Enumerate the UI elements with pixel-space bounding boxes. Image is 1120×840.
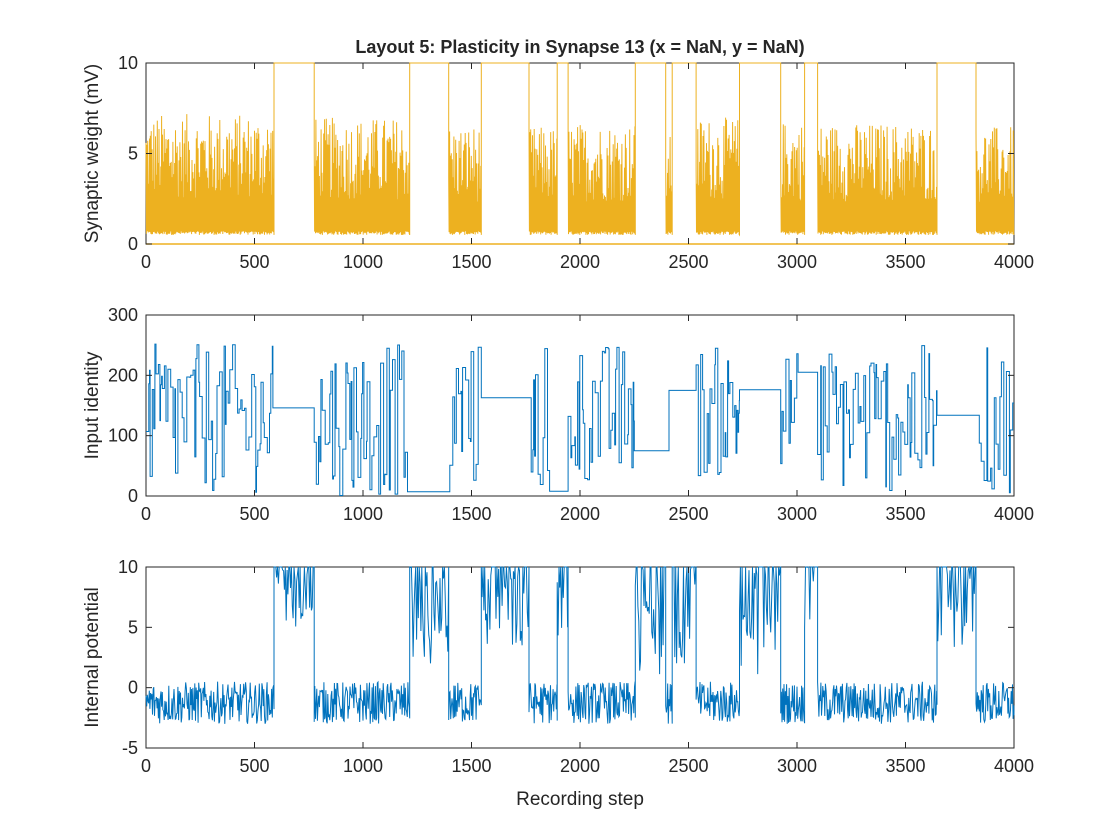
- x-tick-label: 2000: [560, 756, 600, 776]
- x-tick-label: 1500: [451, 756, 491, 776]
- y-tick-label: 5: [128, 617, 138, 637]
- y-axis-title: Synaptic weight (mV): [82, 64, 103, 244]
- x-tick-label: 4000: [994, 756, 1034, 776]
- subplot-2: 0 500 1000 1500 2000 2500 3000 3500 4000 0 100 200 3…: [82, 305, 1034, 524]
- y-tick-label: 300: [108, 305, 138, 325]
- x-tick-label: 1500: [451, 252, 491, 272]
- y-tick-label: 0: [128, 678, 138, 698]
- x-axis-title: Recording step: [516, 789, 644, 810]
- x-tick-label: 2000: [560, 252, 600, 272]
- x-tick-label: 0: [141, 504, 151, 524]
- y-tick-label: -5: [122, 738, 138, 758]
- x-tick-label: 2500: [668, 756, 708, 776]
- x-tick-label: 2500: [668, 252, 708, 272]
- x-tick-label: 1500: [451, 504, 491, 524]
- x-tick-label: 3000: [777, 504, 817, 524]
- subplot-3: 0 500 1000 1500 2000 2500 3000 3500 4000-50510In…: [82, 557, 1034, 776]
- x-tick-label: 0: [141, 252, 151, 272]
- y-tick-label: 10: [118, 53, 138, 73]
- y-tick-label: 0: [128, 486, 138, 506]
- x-tick-label: 1000: [343, 756, 383, 776]
- y-axis-title: Input identity: [82, 351, 103, 459]
- x-tick-label: 3500: [885, 756, 925, 776]
- x-tick-label: 3000: [777, 252, 817, 272]
- x-tick-label: 4000: [994, 252, 1034, 272]
- y-tick-label: 0: [128, 234, 138, 254]
- x-tick-label: 4000: [994, 504, 1034, 524]
- y-axis-title: Internal potential: [82, 587, 103, 728]
- y-tick-label: 200: [108, 365, 138, 385]
- x-tick-label: 500: [239, 756, 269, 776]
- x-tick-label: 1000: [343, 252, 383, 272]
- y-tick-label: 10: [118, 557, 138, 577]
- series-line-2: [146, 343, 1014, 496]
- y-tick-label: 5: [128, 144, 138, 164]
- series-line-3: [145, 566, 1015, 724]
- x-tick-label: 500: [239, 252, 269, 272]
- x-tick-label: 2500: [668, 504, 708, 524]
- series-line-1: [145, 62, 1015, 237]
- x-tick-label: 1000: [343, 504, 383, 524]
- x-tick-label: 3500: [885, 252, 925, 272]
- figure-title: Layout 5: Plasticity in Synapse 13 (x = …: [355, 37, 804, 57]
- subplot-panels: 0 500 1000 1500 2000 2500 3000 3500 40000510Syna…: [82, 53, 1034, 776]
- y-tick-label: 100: [108, 426, 138, 446]
- subplot-1: 0 500 1000 1500 2000 2500 3000 3500 4000 0 5 10 Syna…: [82, 53, 1034, 272]
- x-tick-label: 0: [141, 756, 151, 776]
- x-tick-label: 3000: [777, 756, 817, 776]
- x-tick-label: 500: [239, 504, 269, 524]
- x-tick-label: 2000: [560, 504, 600, 524]
- x-tick-label: 3500: [885, 504, 925, 524]
